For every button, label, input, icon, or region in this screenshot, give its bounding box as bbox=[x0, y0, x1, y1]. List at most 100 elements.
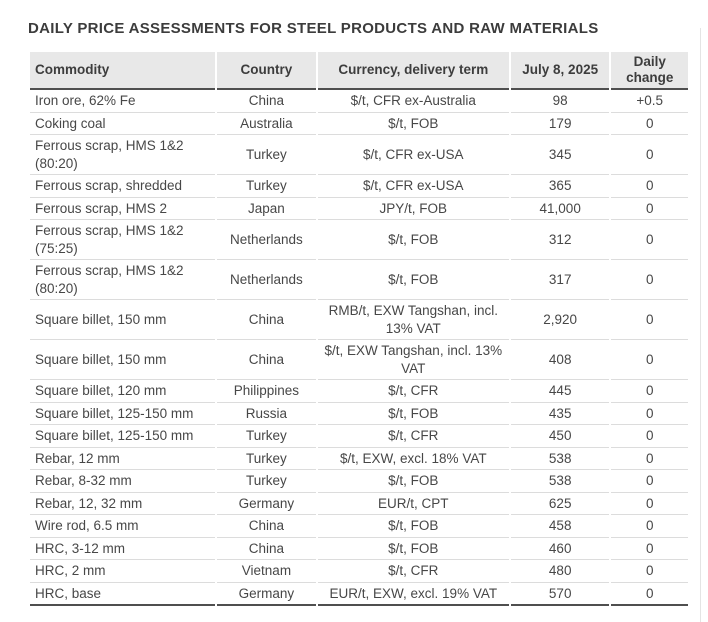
cell-country: Germany bbox=[217, 583, 316, 606]
cell-country: China bbox=[217, 340, 316, 380]
cell-country: China bbox=[217, 515, 316, 538]
table-row: Square billet, 125-150 mm Russia $/t, FOB 4… bbox=[30, 403, 688, 425]
cell-commodity: HRC, 3-12 mm bbox=[30, 538, 216, 560]
cell-country: China bbox=[217, 90, 316, 113]
cell-country: Turkey bbox=[217, 425, 316, 448]
cell-commodity: Rebar, 12 mm bbox=[30, 448, 216, 470]
cell-price: 345 bbox=[510, 135, 610, 175]
cell-currency: $/t, FOB bbox=[317, 538, 509, 560]
cell-currency: $/t, CFR bbox=[317, 380, 509, 403]
table-title: DAILY PRICE ASSESSMENTS FOR STEEL PRODUC… bbox=[28, 20, 599, 37]
cell-country: China bbox=[217, 300, 316, 340]
cell-currency: $/t, EXW Tangshan, incl. 13% VAT bbox=[317, 340, 509, 380]
cell-commodity: Square billet, 150 mm bbox=[30, 300, 216, 340]
column-header-currency: Currency, delivery term bbox=[317, 52, 509, 90]
cell-commodity: Wire rod, 6.5 mm bbox=[30, 515, 216, 538]
cell-currency: JPY/t, FOB bbox=[317, 198, 509, 220]
cell-currency: $/t, CFR ex-USA bbox=[317, 175, 509, 198]
cell-commodity: Coking coal bbox=[30, 113, 216, 135]
cell-change: 0 bbox=[611, 220, 688, 260]
cell-change: 0 bbox=[611, 403, 688, 425]
cell-price: 365 bbox=[510, 175, 610, 198]
cell-country: Netherlands bbox=[217, 260, 316, 300]
cell-country: Australia bbox=[217, 113, 316, 135]
cell-commodity: Square billet, 125-150 mm bbox=[30, 403, 216, 425]
cell-change: 0 bbox=[611, 175, 688, 198]
cell-commodity: Ferrous scrap, HMS 2 bbox=[30, 198, 216, 220]
table-row: Ferrous scrap, HMS 1&2 (80:20) Turkey $/t,… bbox=[30, 135, 688, 175]
cell-commodity: HRC, 2 mm bbox=[30, 560, 216, 583]
cell-currency: $/t, EXW, excl. 18% VAT bbox=[317, 448, 509, 470]
price-assessments-table: Commodity Country Currency, delivery term J… bbox=[28, 52, 690, 606]
cell-currency: $/t, CFR bbox=[317, 425, 509, 448]
cell-price: 480 bbox=[510, 560, 610, 583]
cell-commodity: HRC, base bbox=[30, 583, 216, 606]
column-header-commodity: Commodity bbox=[30, 52, 216, 90]
cell-currency: $/t, FOB bbox=[317, 113, 509, 135]
cell-price: 179 bbox=[510, 113, 610, 135]
cell-price: 538 bbox=[510, 448, 610, 470]
cell-country: Vietnam bbox=[217, 560, 316, 583]
cell-change: 0 bbox=[611, 493, 688, 515]
cell-change: 0 bbox=[611, 380, 688, 403]
cell-currency: $/t, CFR ex-USA bbox=[317, 135, 509, 175]
column-header-country: Country bbox=[217, 52, 316, 90]
cell-change: 0 bbox=[611, 583, 688, 606]
table-row: Square billet, 150 mm China RMB/t, EXW Tan… bbox=[30, 300, 688, 340]
table-row: Ferrous scrap, HMS 1&2 (80:20) Netherland… bbox=[30, 260, 688, 300]
table-row: Ferrous scrap, HMS 1&2 (75:25) Netherland… bbox=[30, 220, 688, 260]
cell-currency: $/t, FOB bbox=[317, 470, 509, 493]
cell-price: 312 bbox=[510, 220, 610, 260]
cell-commodity: Ferrous scrap, HMS 1&2 (75:25) bbox=[30, 220, 216, 260]
cell-change: 0 bbox=[611, 560, 688, 583]
cell-currency: EUR/t, CPT bbox=[317, 493, 509, 515]
cell-change: 0 bbox=[611, 340, 688, 380]
cell-change: 0 bbox=[611, 470, 688, 493]
cell-change: 0 bbox=[611, 135, 688, 175]
cell-currency: $/t, FOB bbox=[317, 403, 509, 425]
cell-commodity: Rebar, 12, 32 mm bbox=[30, 493, 216, 515]
cell-price: 460 bbox=[510, 538, 610, 560]
cell-change: 0 bbox=[611, 300, 688, 340]
cell-country: Turkey bbox=[217, 135, 316, 175]
cell-price: 98 bbox=[510, 90, 610, 113]
table-row: Ferrous scrap, shredded Turkey $/t, CFR ex… bbox=[30, 175, 688, 198]
table-row: Ferrous scrap, HMS 2 Japan JPY/t, FOB 41,00… bbox=[30, 198, 688, 220]
cell-price: 538 bbox=[510, 470, 610, 493]
cell-country: Philippines bbox=[217, 380, 316, 403]
table-row: Square billet, 125-150 mm Turkey $/t, CFR 4… bbox=[30, 425, 688, 448]
cell-currency: $/t, CFR ex-Australia bbox=[317, 90, 509, 113]
cell-change: 0 bbox=[611, 448, 688, 470]
cell-price: 317 bbox=[510, 260, 610, 300]
cell-change: 0 bbox=[611, 515, 688, 538]
table-row: Rebar, 12, 32 mm Germany EUR/t, CPT 625 0 bbox=[30, 493, 688, 515]
cell-price: 408 bbox=[510, 340, 610, 380]
cell-commodity: Ferrous scrap, HMS 1&2 (80:20) bbox=[30, 260, 216, 300]
cell-currency: $/t, FOB bbox=[317, 260, 509, 300]
cell-country: Turkey bbox=[217, 175, 316, 198]
cell-price: 450 bbox=[510, 425, 610, 448]
cell-price: 458 bbox=[510, 515, 610, 538]
cell-price: 2,920 bbox=[510, 300, 610, 340]
table-row: Rebar, 12 mm Turkey $/t, EXW, excl. 18% VA… bbox=[30, 448, 688, 470]
table-row: HRC, base Germany EUR/t, EXW, excl. 19% VA… bbox=[30, 583, 688, 606]
cell-commodity: Rebar, 8-32 mm bbox=[30, 470, 216, 493]
cell-currency: RMB/t, EXW Tangshan, incl. 13% VAT bbox=[317, 300, 509, 340]
cell-price: 435 bbox=[510, 403, 610, 425]
column-header-change: Daily change bbox=[611, 52, 688, 90]
cell-commodity: Ferrous scrap, HMS 1&2 (80:20) bbox=[30, 135, 216, 175]
table-row: Iron ore, 62% Fe China $/t, CFR ex-Austral… bbox=[30, 90, 688, 113]
table-row: Coking coal Australia $/t, FOB 179 0 bbox=[30, 113, 688, 135]
cell-change: 0 bbox=[611, 113, 688, 135]
header-row: Commodity Country Currency, delivery term J… bbox=[30, 52, 688, 90]
cell-currency: $/t, FOB bbox=[317, 515, 509, 538]
cell-country: China bbox=[217, 538, 316, 560]
cell-change: 0 bbox=[611, 425, 688, 448]
cell-country: Turkey bbox=[217, 448, 316, 470]
cell-country: Turkey bbox=[217, 470, 316, 493]
cell-change: 0 bbox=[611, 260, 688, 300]
cell-change: 0 bbox=[611, 198, 688, 220]
table-row: Square billet, 120 mm Philippines $/t, CFR… bbox=[30, 380, 688, 403]
cell-currency: $/t, FOB bbox=[317, 220, 509, 260]
